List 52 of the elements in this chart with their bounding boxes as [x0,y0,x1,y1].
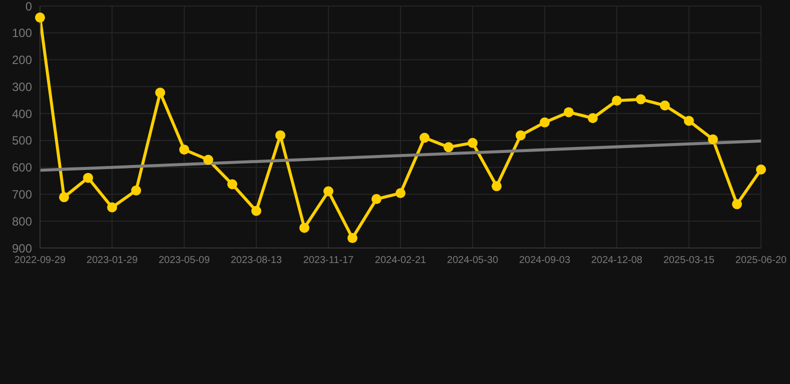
point [179,144,190,155]
x-tick-label: 2023-01-29 [86,255,138,266]
point [227,179,238,190]
x-tick-label: 2024-12-08 [591,255,643,266]
point [131,185,142,196]
point [299,222,310,233]
point [708,134,718,144]
y-tick-label: 0 [25,0,32,14]
x-tick-label: 2024-09-03 [519,255,571,266]
point [564,107,574,118]
y-tick-label: 900 [12,241,32,256]
point [371,194,382,204]
point [347,233,358,244]
point [756,164,766,174]
point [107,202,118,212]
point [275,130,286,140]
x-tick-label: 2024-02-21 [374,255,427,266]
point [396,188,406,198]
x-tick-label: 2023-05-09 [158,255,210,266]
x-tick-label: 2022-09-29 [14,255,66,266]
point [251,206,262,216]
point [732,199,742,210]
y-tick-label: 800 [12,214,32,228]
point [468,138,478,148]
point [59,192,70,202]
x-tick-label: 2023-08-13 [230,255,282,266]
y-tick-label: 200 [12,53,32,68]
x-tick-label: 2024-05-30 [447,255,499,266]
point [155,88,166,98]
x-tick-label: 2025-06-20 [735,255,788,266]
y-tick-label: 600 [12,160,32,175]
point [636,94,646,104]
point [323,186,334,196]
point [612,96,622,106]
point [516,130,526,140]
y-tick-label: 100 [12,26,32,40]
y-tick-label: 400 [12,106,32,121]
point [203,154,214,165]
point [420,132,430,143]
x-tick-label: 2025-03-15 [663,255,715,266]
point [35,12,45,23]
point [444,142,454,152]
point [83,172,94,183]
point [540,117,550,128]
point [684,116,694,126]
y-tick-label: 700 [12,187,32,202]
y-tick-label: 500 [12,134,32,148]
x-tick-label: 2023-11-17 [303,255,354,266]
point [492,181,502,192]
point [660,100,670,110]
point [588,113,598,124]
y-tick-label: 300 [12,80,32,94]
